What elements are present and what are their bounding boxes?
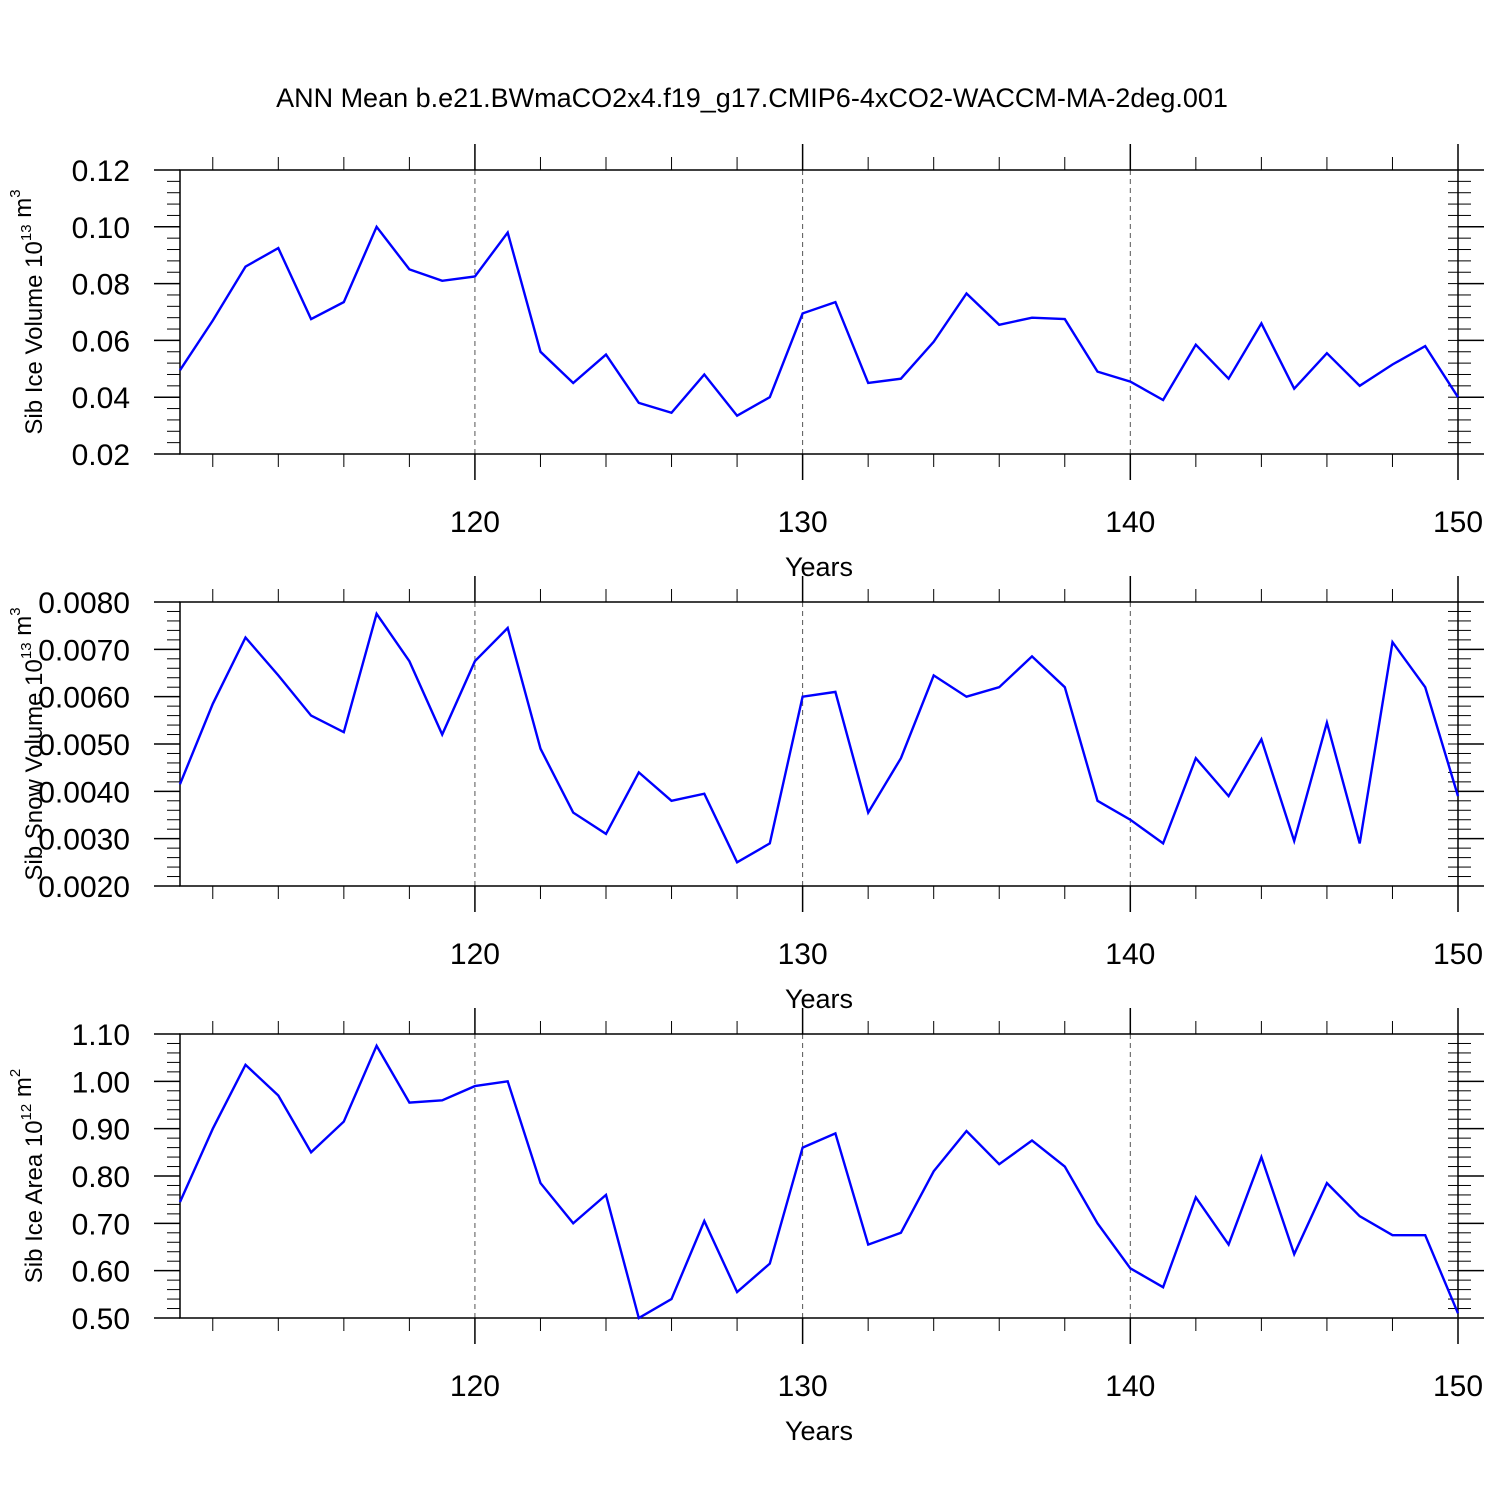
y-tick-label: 0.04	[72, 382, 130, 415]
y-tick-label: 0.10	[72, 212, 130, 245]
x-axis-label: Years	[785, 552, 853, 582]
series-line-1	[178, 611, 1460, 864]
y-tick-label: 1.10	[72, 1019, 130, 1052]
series-line-1	[178, 1043, 1460, 1320]
y-tick-label: 0.50	[72, 1303, 130, 1336]
y-tick-label: 0.90	[72, 1114, 130, 1147]
x-tick-label: 150	[1433, 1370, 1483, 1403]
figure-title: ANN Mean b.e21.BWmaCO2x4.f19_g17.CMIP6-4…	[276, 83, 1228, 113]
y-tick-label: 0.0030	[38, 824, 130, 857]
y-tick-label: 0.60	[72, 1256, 130, 1289]
panel-3: 120 130 140 150 0.50 0.60 0.70 0.80 0.90 1.00 1.10…	[7, 1008, 1484, 1446]
x-tick-label: 120	[450, 1370, 500, 1403]
panel-2: 120 130 140 150 0.0020 0.0030 0.0040 0.0050 0.00…	[7, 576, 1484, 1014]
y-axis-label: Sib Snow Volume 1013 m3	[7, 607, 48, 880]
y-tick-label: 0.0080	[38, 587, 130, 620]
y-tick-label: 1.00	[72, 1066, 130, 1099]
x-tick-label: 120	[450, 938, 500, 971]
series-line-1	[178, 224, 1460, 418]
y-tick-label: 0.0060	[38, 682, 130, 715]
x-tick-label: 130	[778, 1370, 828, 1403]
panel-1: 120 130 140 150 0.02 0.04 0.06 0.08 0.10 0.12 Year…	[7, 144, 1484, 582]
y-tick-label: 0.0070	[38, 634, 130, 667]
x-tick-label: 150	[1433, 506, 1483, 539]
y-tick-label: 0.06	[72, 325, 130, 358]
x-axis-label: Years	[785, 1416, 853, 1446]
plot-frame	[179, 601, 1459, 887]
plot-frame	[179, 169, 1459, 455]
y-tick-label: 0.0020	[38, 871, 130, 904]
y-tick-label: 0.12	[72, 155, 130, 188]
y-tick-label: 0.80	[72, 1161, 130, 1194]
plot-frame	[179, 1033, 1459, 1319]
x-tick-label: 140	[1105, 1370, 1155, 1403]
x-tick-label: 140	[1105, 938, 1155, 971]
x-tick-label: 140	[1105, 506, 1155, 539]
panels: 120 130 140 150 0.02 0.04 0.06 0.08 0.10 0.12 Year…	[7, 144, 1484, 1446]
x-tick-label: 130	[778, 506, 828, 539]
x-tick-label: 150	[1433, 938, 1483, 971]
y-tick-label: 0.0040	[38, 776, 130, 809]
y-axis-label: Sib Ice Area 1012 m2	[7, 1069, 48, 1283]
x-tick-label: 120	[450, 506, 500, 539]
x-axis-label: Years	[785, 984, 853, 1014]
y-tick-label: 0.70	[72, 1208, 130, 1241]
x-tick-label: 130	[778, 938, 828, 971]
y-tick-label: 0.08	[72, 269, 130, 302]
y-axis-label: Sib Ice Volume 1013 m3	[7, 189, 48, 434]
y-tick-label: 0.02	[72, 439, 130, 472]
y-tick-label: 0.0050	[38, 729, 130, 762]
